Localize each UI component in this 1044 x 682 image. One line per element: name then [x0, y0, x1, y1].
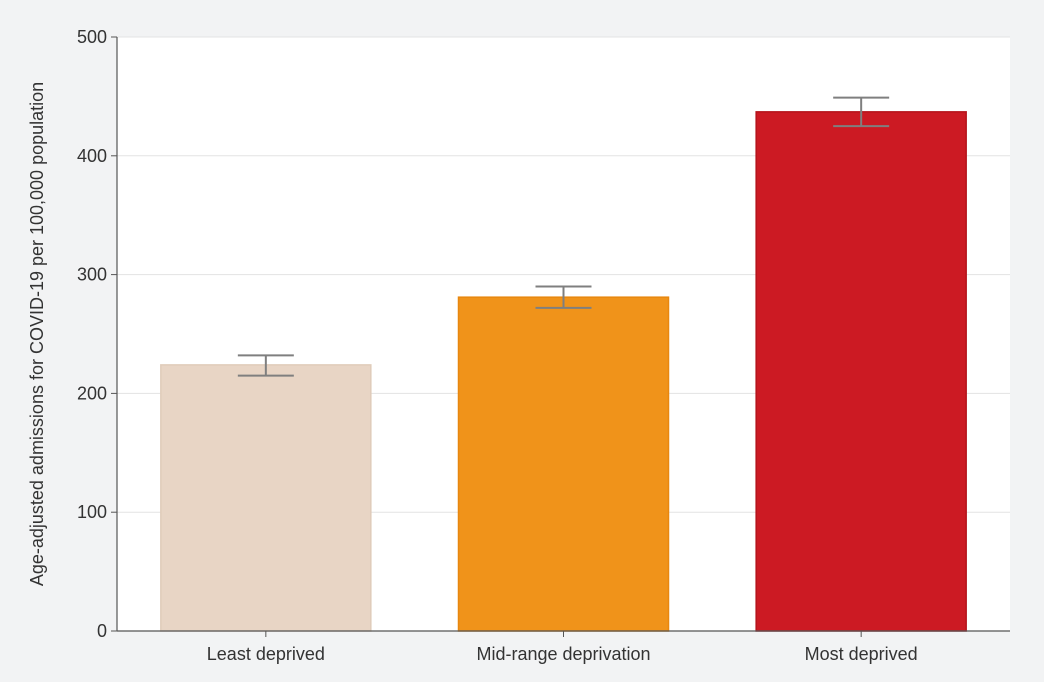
y-tick-label: 300	[77, 265, 107, 285]
error-bars	[237, 96, 890, 377]
bars	[160, 111, 967, 632]
y-tick-label: 0	[97, 621, 107, 641]
bar	[755, 111, 967, 632]
y-tick-label: 100	[77, 502, 107, 522]
bar	[457, 296, 670, 632]
y-tick-label: 500	[77, 27, 107, 47]
y-axis-title: Age-adjusted admissions for COVID-19 per…	[27, 82, 47, 586]
y-tick-label: 400	[77, 146, 107, 166]
x-tick-label: Mid-range deprivation	[476, 644, 650, 664]
y-tick-label: 200	[77, 383, 107, 403]
bar	[160, 364, 372, 632]
x-tick-label: Least deprived	[207, 644, 325, 664]
axes: 0 100 200 300 400 500 Least deprived Mid-range …	[77, 27, 1010, 664]
x-tick-label: Most deprived	[805, 644, 918, 664]
